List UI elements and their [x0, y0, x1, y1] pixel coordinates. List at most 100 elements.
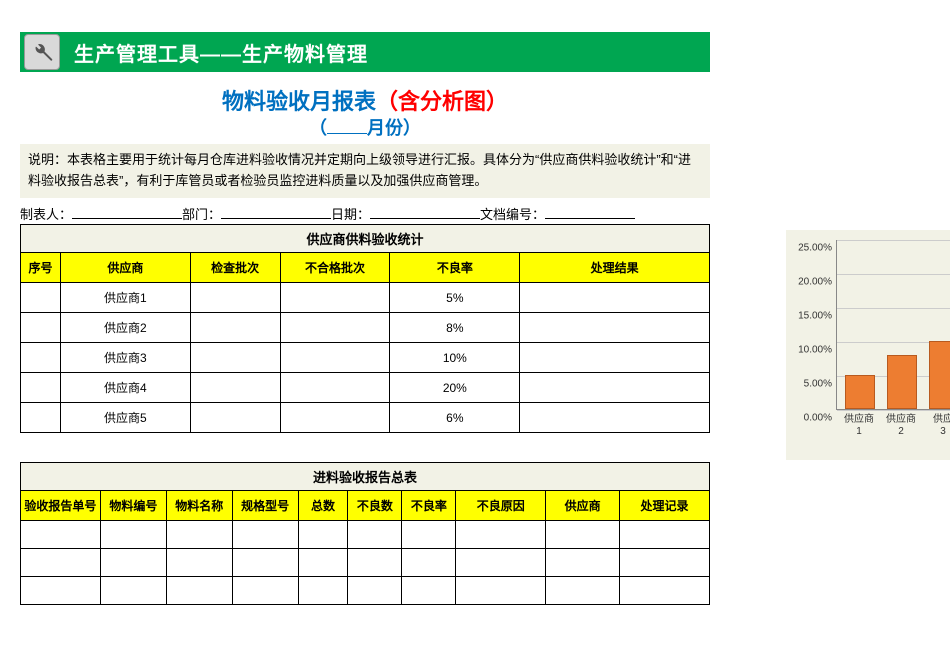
defect-rate-chart: 25.00%20.00%15.00%10.00%5.00%0.00% 供应商1供…: [786, 230, 950, 460]
t1-cell[interactable]: [280, 313, 390, 343]
t2-cell[interactable]: [620, 577, 710, 605]
t1-cell[interactable]: [190, 403, 280, 433]
x-tick-label: 供应商2: [881, 414, 921, 438]
t2-cell[interactable]: [100, 521, 166, 549]
month-blank[interactable]: [327, 120, 367, 134]
t2-c5: 总数: [298, 491, 348, 521]
dept-label: 部门：: [182, 204, 221, 223]
t2-cell[interactable]: [402, 549, 456, 577]
t1-cell[interactable]: [280, 283, 390, 313]
t1-cell[interactable]: [21, 313, 61, 343]
doc-blank[interactable]: [545, 205, 635, 219]
t1-cell[interactable]: [21, 343, 61, 373]
t1-cell[interactable]: [190, 313, 280, 343]
table-row: [21, 549, 710, 577]
header-bar: 生产管理工具——生产物料管理: [20, 32, 710, 72]
t2-cell[interactable]: [402, 521, 456, 549]
t1-cell[interactable]: [280, 403, 390, 433]
t2-cell[interactable]: [232, 521, 298, 549]
t1-col-seq: 序号: [21, 253, 61, 283]
t1-cell[interactable]: [21, 283, 61, 313]
t1-cell[interactable]: 供应商3: [60, 343, 190, 373]
doc-label: 文档编号：: [480, 204, 545, 223]
maker-blank[interactable]: [72, 205, 182, 219]
t1-cell[interactable]: [190, 373, 280, 403]
meta-doc: 文档编号：: [480, 204, 635, 223]
t1-cell[interactable]: [280, 373, 390, 403]
t1-cell[interactable]: [190, 343, 280, 373]
date-label: 日期：: [331, 204, 370, 223]
t1-col-supplier: 供应商: [60, 253, 190, 283]
t2-cell[interactable]: [21, 521, 101, 549]
t2-cell[interactable]: [166, 577, 232, 605]
t1-col-check: 检查批次: [190, 253, 280, 283]
header-title: 生产管理工具——生产物料管理: [74, 38, 368, 67]
t1-cell[interactable]: 6%: [390, 403, 520, 433]
t2-cell[interactable]: [298, 521, 348, 549]
t2-cell[interactable]: [546, 521, 620, 549]
t1-cell[interactable]: 8%: [390, 313, 520, 343]
y-tick-label: 10.00%: [788, 345, 832, 356]
x-tick-label: 供应商1: [839, 414, 879, 438]
sub-suffix: 月份）: [367, 118, 421, 138]
t2-cell[interactable]: [348, 577, 402, 605]
t1-cell[interactable]: 供应商2: [60, 313, 190, 343]
t2-cell[interactable]: [348, 521, 402, 549]
t2-cell[interactable]: [456, 549, 546, 577]
t1-cell[interactable]: [21, 403, 61, 433]
t1-cell[interactable]: 10%: [390, 343, 520, 373]
t1-cell[interactable]: 5%: [390, 283, 520, 313]
supplier-stats-table: 供应商供料验收统计 序号 供应商 检查批次 不合格批次 不良率 处理结果 供应商…: [20, 224, 710, 433]
table-row: [21, 577, 710, 605]
t2-cell[interactable]: [620, 549, 710, 577]
t2-cell[interactable]: [456, 577, 546, 605]
table-row: 供应商5 6%: [21, 403, 710, 433]
t2-cell[interactable]: [298, 549, 348, 577]
t1-cell[interactable]: [520, 373, 710, 403]
t1-cell[interactable]: [280, 343, 390, 373]
dept-blank[interactable]: [221, 205, 331, 219]
t1-cell[interactable]: [520, 343, 710, 373]
sub-left: （: [309, 118, 327, 138]
t1-cell[interactable]: [21, 373, 61, 403]
t2-cell[interactable]: [21, 549, 101, 577]
t2-section-title: 进料验收报告总表: [21, 463, 710, 491]
y-tick-label: 25.00%: [788, 243, 832, 254]
t2-cell[interactable]: [100, 549, 166, 577]
t2-cell[interactable]: [166, 549, 232, 577]
t2-cell[interactable]: [166, 521, 232, 549]
t2-cell[interactable]: [100, 577, 166, 605]
t2-cell[interactable]: [546, 549, 620, 577]
t2-cell[interactable]: [232, 577, 298, 605]
chart-plot: [836, 240, 950, 410]
meta-maker: 制表人：: [20, 204, 182, 223]
title-part2: （含分析图）: [376, 89, 508, 114]
t2-c3: 物料名称: [166, 491, 232, 521]
t2-cell[interactable]: [21, 577, 101, 605]
t2-c9: 供应商: [546, 491, 620, 521]
t1-cell[interactable]: 供应商1: [60, 283, 190, 313]
date-blank[interactable]: [370, 205, 480, 219]
t1-cell[interactable]: [190, 283, 280, 313]
t2-cell[interactable]: [456, 521, 546, 549]
t2-cell[interactable]: [232, 549, 298, 577]
t1-cell[interactable]: [520, 313, 710, 343]
x-tick-label: 供应3: [923, 414, 950, 438]
t2-cell[interactable]: [546, 577, 620, 605]
y-tick-label: 20.00%: [788, 277, 832, 288]
t1-cell[interactable]: 供应商4: [60, 373, 190, 403]
t2-c6: 不良数: [348, 491, 402, 521]
chart-bar: [887, 355, 917, 409]
t2-cell[interactable]: [298, 577, 348, 605]
t1-cell[interactable]: 20%: [390, 373, 520, 403]
t1-cell[interactable]: [520, 403, 710, 433]
table-row: 供应商4 20%: [21, 373, 710, 403]
t2-cell[interactable]: [402, 577, 456, 605]
t1-section-title: 供应商供料验收统计: [21, 225, 710, 253]
t1-cell[interactable]: [520, 283, 710, 313]
t2-c7: 不良率: [402, 491, 456, 521]
t2-cell[interactable]: [348, 549, 402, 577]
t1-cell[interactable]: 供应商5: [60, 403, 190, 433]
chart-bar: [929, 341, 950, 409]
t2-cell[interactable]: [620, 521, 710, 549]
